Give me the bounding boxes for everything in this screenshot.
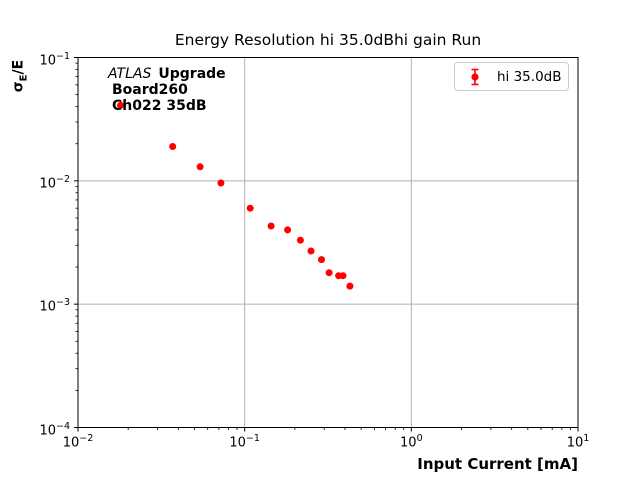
annotation-channel: Ch022 35dB [112,98,207,114]
x-tick-label: 101 [566,433,590,451]
y-tick-label: 10−1 [39,50,70,68]
y-tick-label: 10−2 [39,173,70,192]
data-point [284,226,292,234]
data-point [339,272,347,280]
data-point [169,143,177,150]
y-axis-label: σE/E [11,60,30,92]
x-tick-label: 10−2 [62,433,94,451]
errorbar-marker-icon [471,68,479,85]
y-tick-label: 10−4 [39,420,70,438]
ylabel-subscript: E [18,74,30,82]
axes-spines [77,57,579,428]
legend-label: hi 35.0dB [497,68,562,85]
data-point [346,282,354,290]
data-point [267,222,275,230]
data-point [217,179,225,187]
x-tick-label: 10−1 [229,433,260,451]
data-point [246,204,254,212]
annotation-upgrade: Upgrade [158,66,226,82]
y-tick-label: 10−3 [39,297,70,315]
data-point [117,101,124,109]
annotation-board: Board260 [112,82,188,98]
legend: hi 35.0dB [454,62,569,91]
ylabel-sigma: σ [10,81,27,93]
data-point [318,256,325,264]
annotation: ATLAS Upgrade Board260 Ch022 35dB [108,66,226,114]
x-axis-label: Input Current [mA] [417,455,578,473]
annotation-line-1: ATLAS Upgrade [108,66,226,82]
data-point [307,247,315,255]
annotation-atlas: ATLAS [108,66,152,82]
data-point [296,236,304,244]
x-tick-label: 100 [400,433,423,451]
data-point [196,163,204,171]
chart-title: Energy Resolution hi 35.0dBhi gain Run [174,31,482,49]
data-point [325,269,333,277]
